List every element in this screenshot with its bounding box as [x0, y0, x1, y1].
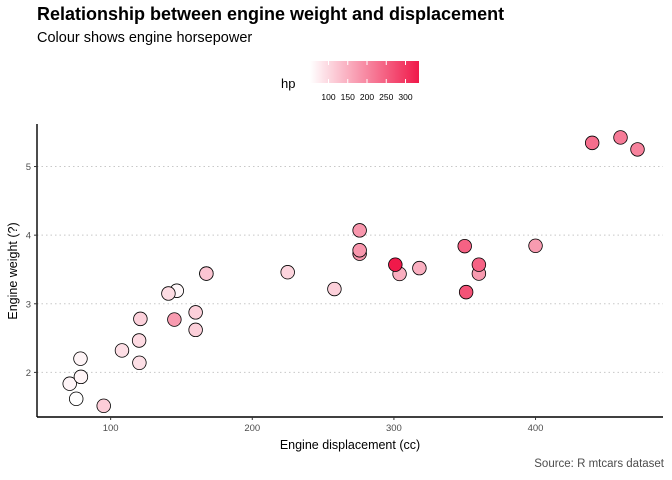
data-point	[199, 266, 214, 281]
data-point	[352, 243, 367, 258]
data-point	[114, 343, 130, 358]
data-point	[630, 142, 645, 157]
data-point	[96, 398, 111, 414]
y-tick-label: 4	[26, 231, 31, 242]
x-axis-title: Engine displacement (cc)	[280, 438, 420, 452]
data-point	[73, 369, 89, 385]
y-axis-title: Engine weight (?)	[6, 222, 20, 319]
data-point	[352, 223, 367, 238]
data-point	[412, 260, 427, 276]
chart-caption: Source: R mtcars dataset	[534, 458, 664, 470]
data-point	[457, 238, 472, 254]
data-point	[133, 311, 148, 327]
legend-tick-label: 150	[341, 92, 355, 102]
legend-tick-label: 100	[321, 92, 335, 102]
x-tick-label: 400	[528, 423, 544, 434]
data-point	[584, 135, 600, 151]
data-point	[132, 355, 147, 370]
x-tick-label: 200	[244, 423, 260, 434]
chart-subtitle: Colour shows engine horsepower	[37, 30, 253, 46]
data-point	[62, 376, 77, 391]
x-tick-label: 300	[386, 423, 402, 434]
data-point	[528, 238, 543, 253]
data-point	[327, 281, 342, 297]
legend-tick-label: 250	[379, 92, 393, 102]
y-tick-label: 5	[26, 162, 31, 173]
data-point	[188, 305, 203, 320]
color-legend: hp 100 150 200 250 300	[281, 61, 419, 102]
data-point	[471, 257, 487, 272]
data-point	[167, 312, 182, 327]
data-point	[69, 391, 84, 407]
legend-tick-label: 300	[398, 92, 412, 102]
data-point	[188, 322, 203, 338]
data-point	[73, 351, 88, 366]
chart-title: Relationship between engine weight and d…	[37, 4, 505, 24]
legend-title: hp	[281, 76, 295, 91]
data-point	[613, 130, 628, 145]
data-point	[161, 286, 176, 301]
data-point	[458, 284, 474, 300]
y-tick-label: 3	[26, 299, 31, 310]
y-tick-label: 2	[26, 368, 31, 379]
legend-tick-label: 200	[360, 92, 374, 102]
data-point	[131, 333, 147, 348]
data-point	[280, 265, 295, 280]
x-tick-label: 100	[103, 423, 119, 434]
data-point	[388, 257, 403, 272]
legend-colorbar	[310, 61, 419, 83]
